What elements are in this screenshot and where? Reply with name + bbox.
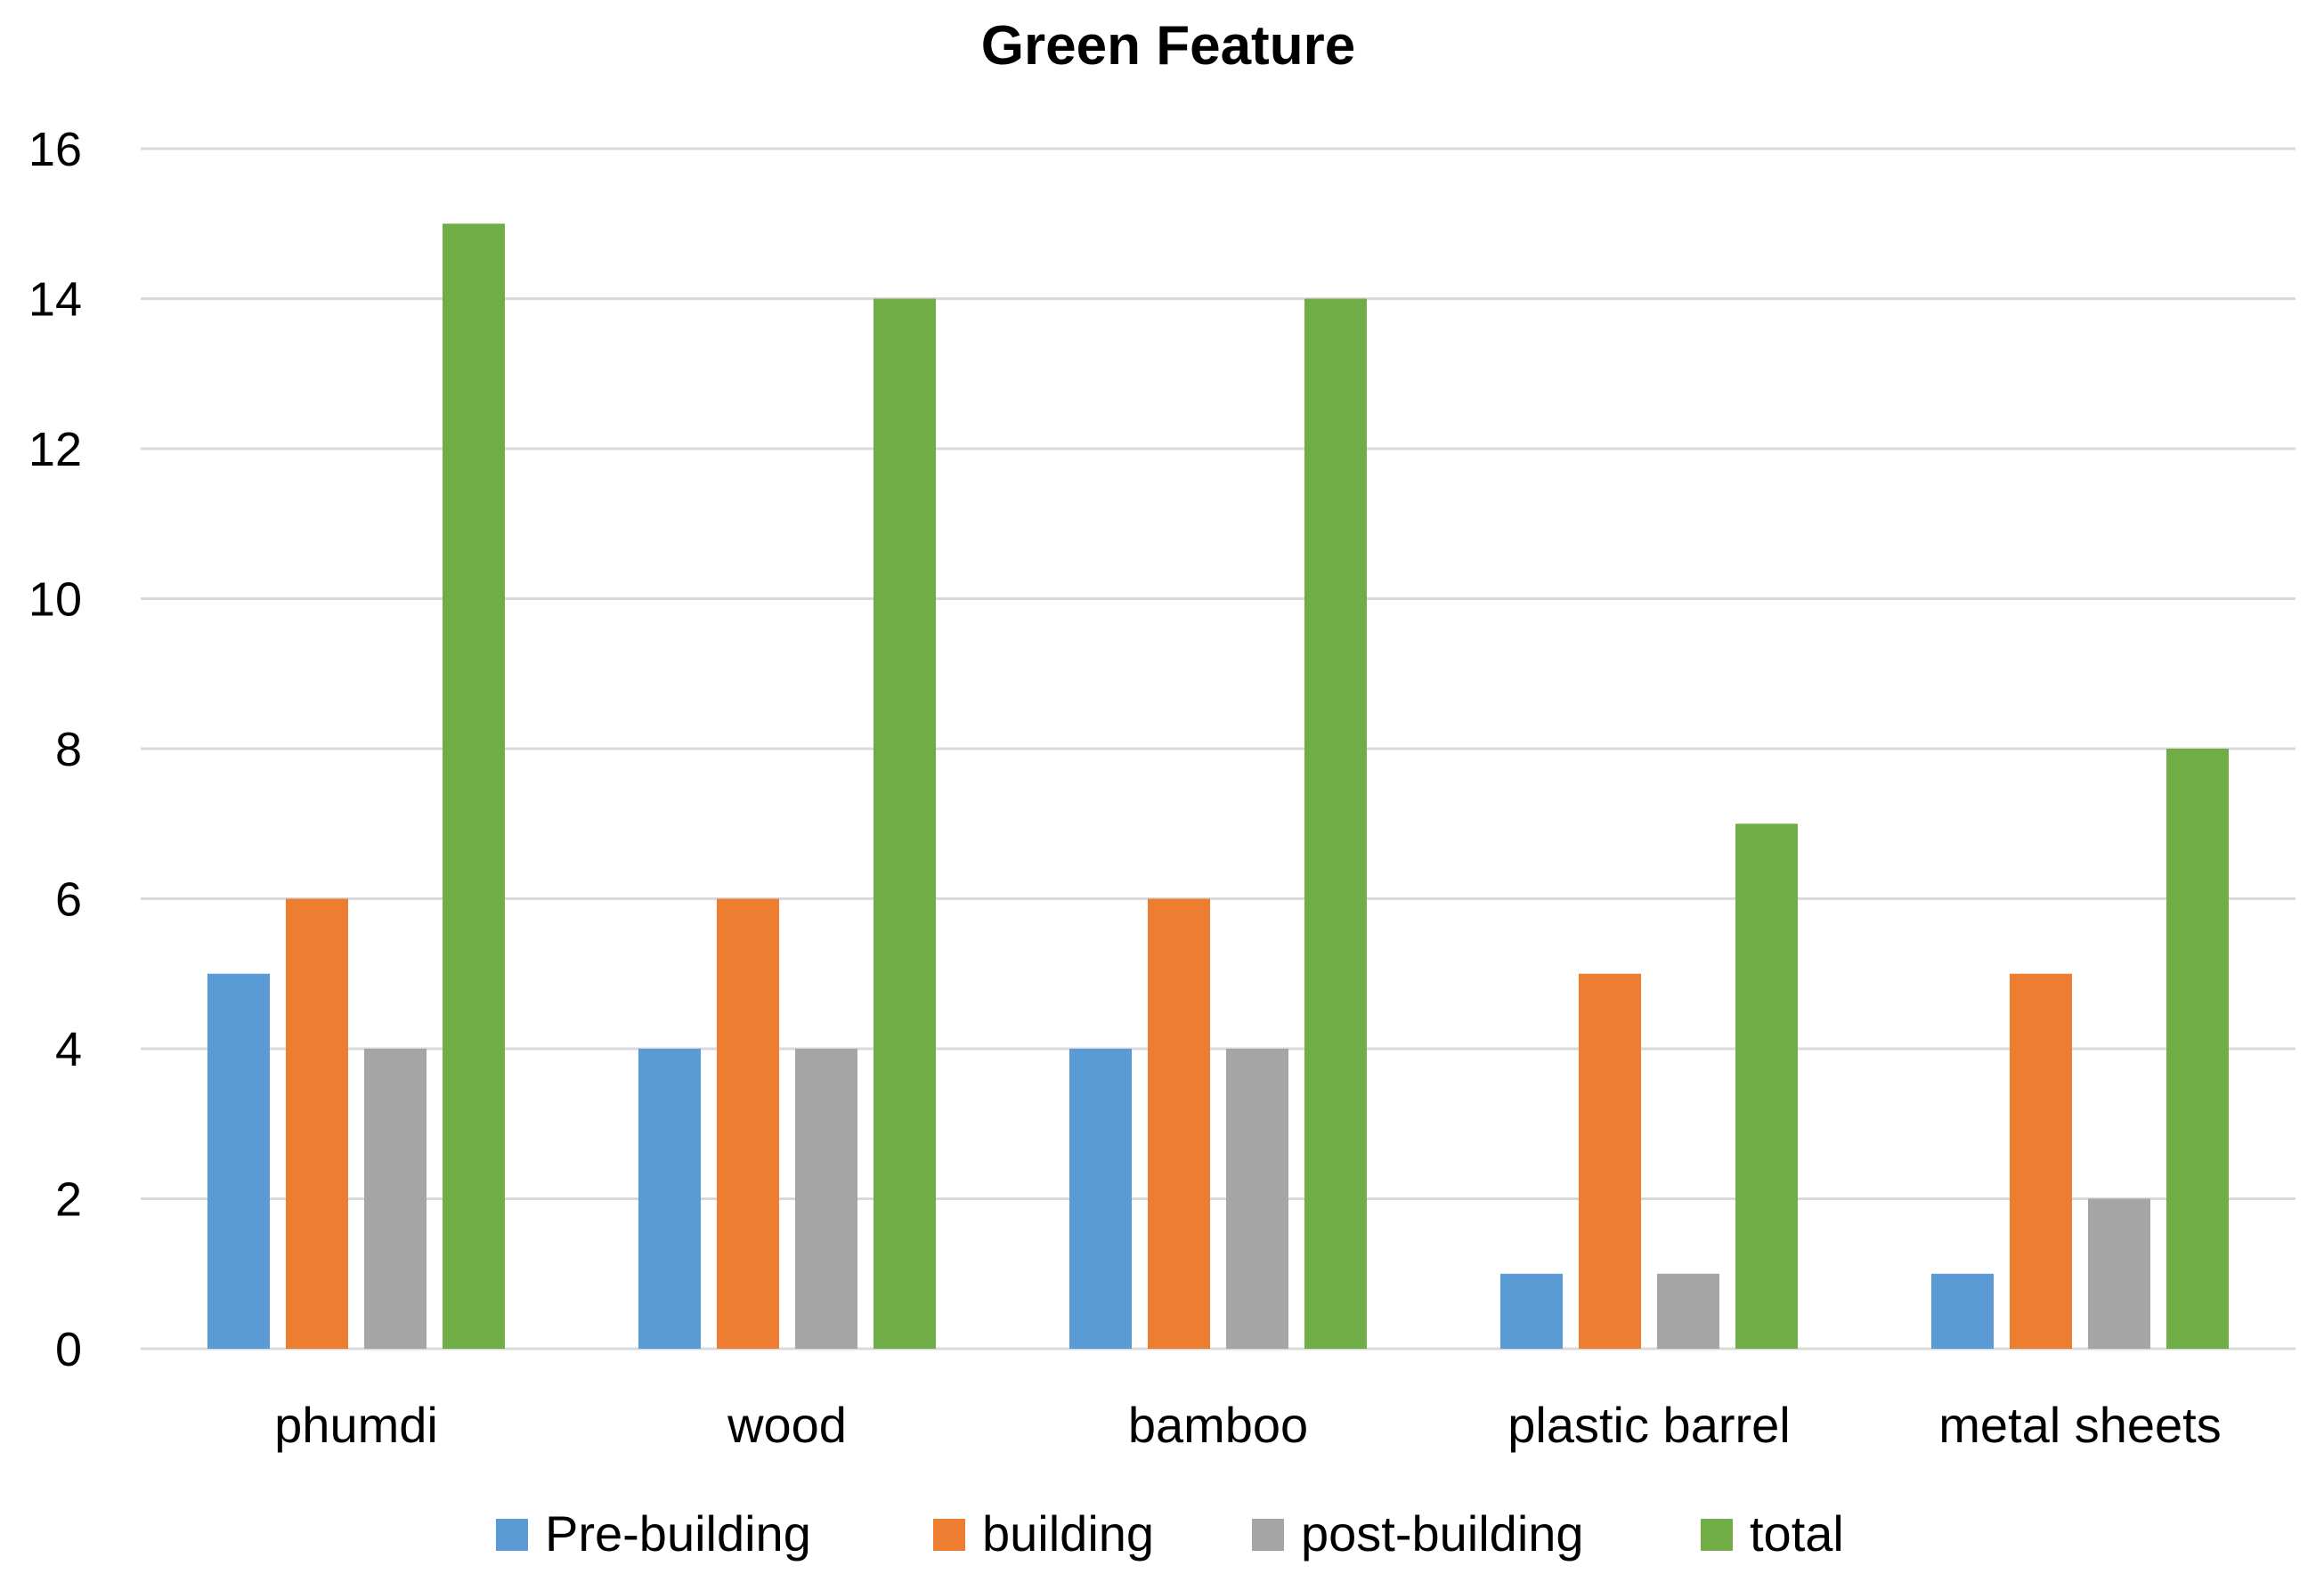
bar-pre-building-phumdi — [207, 973, 270, 1349]
y-tick-label: 6 — [55, 873, 82, 927]
bar-total-bamboo — [1304, 298, 1367, 1349]
chart-title: Green Feature — [981, 15, 1355, 77]
x-category-label: wood — [727, 1397, 847, 1453]
bar-post-building-metal-sheets — [2088, 1198, 2150, 1349]
legend-label: building — [982, 1505, 1154, 1562]
x-category-label: phumdi — [274, 1397, 438, 1453]
bar-building-bamboo — [1148, 898, 1210, 1349]
x-category-label: bamboo — [1128, 1397, 1308, 1453]
bars — [207, 223, 2229, 1349]
bar-post-building-plastic-barrel — [1657, 1273, 1719, 1349]
bar-building-phumdi — [286, 898, 348, 1349]
y-tick-label: 2 — [55, 1173, 82, 1227]
y-tick-label: 4 — [55, 1023, 82, 1076]
legend: Pre-building building post-building total — [496, 1505, 1844, 1562]
y-tick-label: 12 — [28, 423, 82, 476]
bar-total-wood — [874, 298, 936, 1349]
bar-pre-building-wood — [638, 1049, 701, 1349]
y-tick-label: 0 — [55, 1323, 82, 1376]
legend-label: post-building — [1301, 1505, 1584, 1562]
bar-total-plastic-barrel — [1735, 823, 1798, 1349]
bar-pre-building-bamboo — [1069, 1049, 1132, 1349]
legend-swatch — [496, 1519, 528, 1551]
y-tick-label: 8 — [55, 723, 82, 776]
legend-swatch — [1701, 1519, 1733, 1551]
legend-swatch — [933, 1519, 965, 1551]
bar-total-metal-sheets — [2166, 749, 2229, 1349]
x-category-label: metal sheets — [1938, 1397, 2222, 1453]
bar-post-building-bamboo — [1226, 1049, 1288, 1349]
x-axis-category-labels: phumdi wood bamboo plastic barrel metal shee… — [274, 1397, 2222, 1453]
bar-building-wood — [717, 898, 779, 1349]
bar-total-phumdi — [443, 223, 505, 1349]
y-tick-label: 16 — [28, 123, 82, 176]
y-tick-label: 10 — [28, 573, 82, 627]
y-axis-tick-labels: 0 2 4 6 8 10 12 14 16 — [28, 123, 82, 1376]
bar-pre-building-plastic-barrel — [1500, 1273, 1563, 1349]
bar-building-plastic-barrel — [1579, 973, 1641, 1349]
x-category-label: plastic barrel — [1507, 1397, 1790, 1453]
legend-label: Pre-building — [545, 1505, 811, 1562]
legend-swatch — [1252, 1519, 1284, 1551]
bar-building-metal-sheets — [2010, 973, 2072, 1349]
y-tick-label: 14 — [28, 273, 82, 327]
bar-pre-building-metal-sheets — [1931, 1273, 1994, 1349]
bar-post-building-wood — [795, 1049, 857, 1349]
legend-label: total — [1750, 1505, 1844, 1562]
bar-post-building-phumdi — [364, 1049, 427, 1349]
